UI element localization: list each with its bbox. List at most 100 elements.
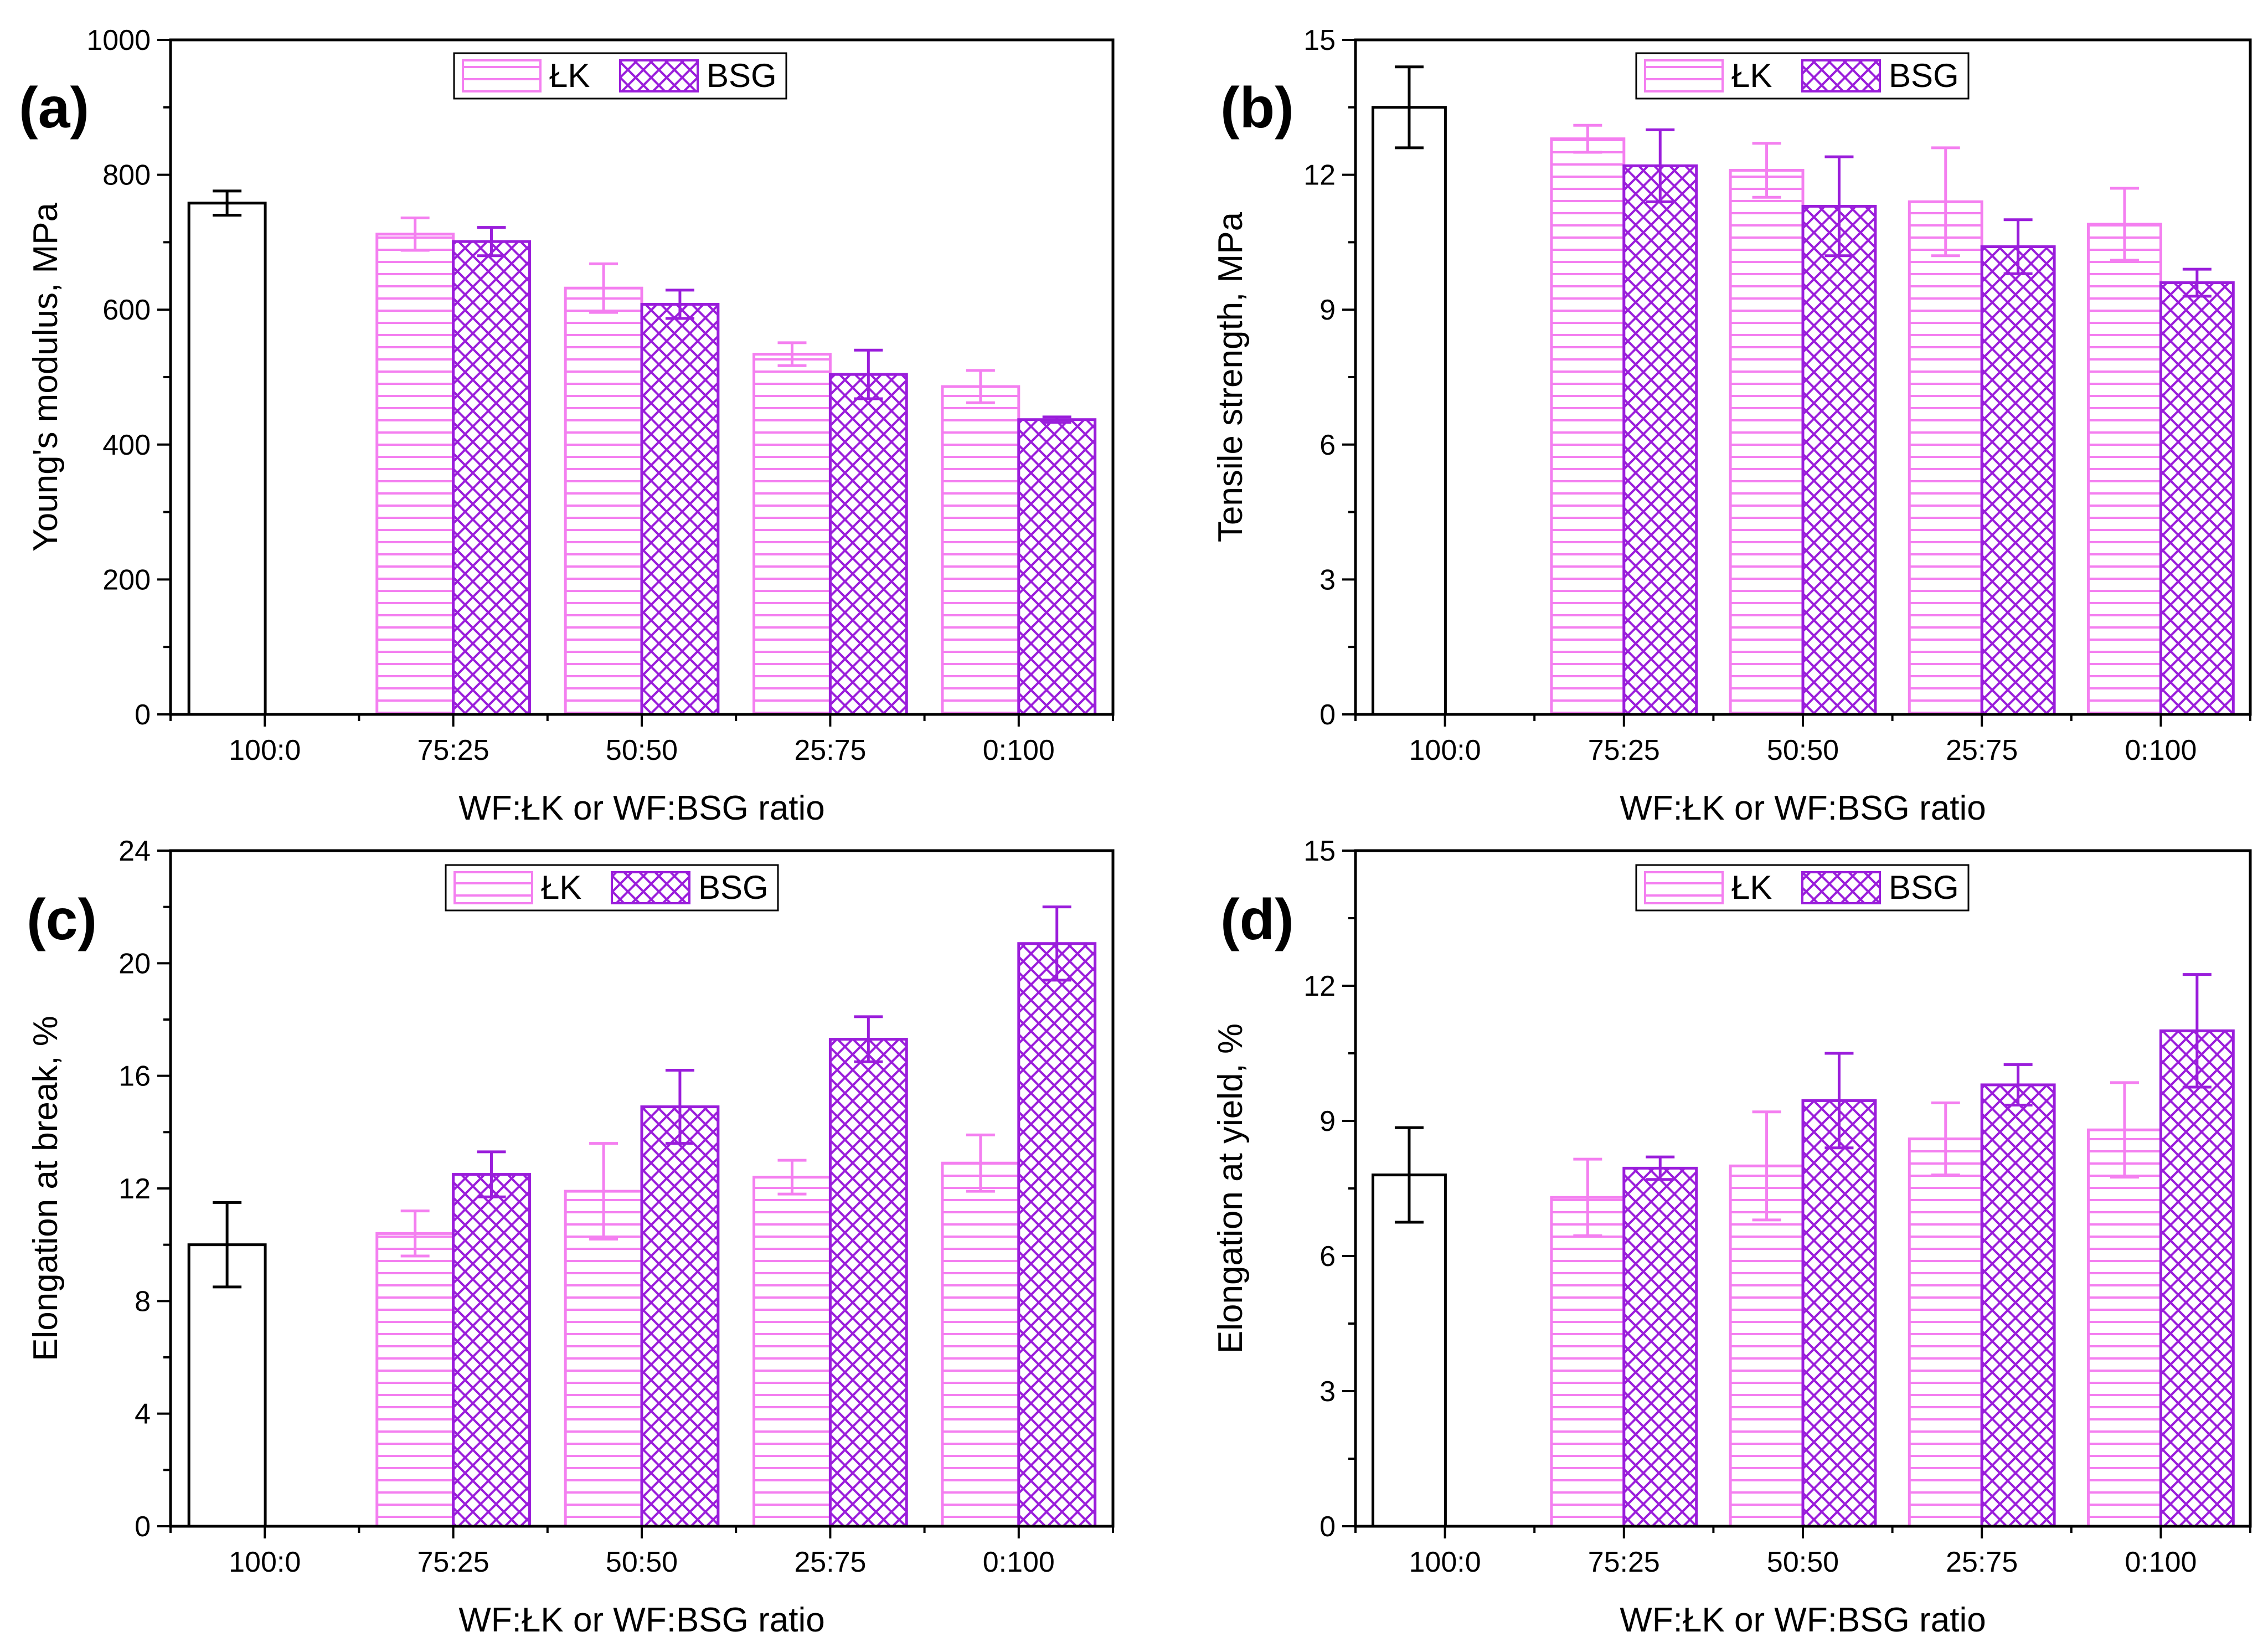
- x-axis-title: WF:ŁK or WF:BSG ratio: [458, 789, 824, 827]
- legend-label-bsg: BSG: [698, 869, 769, 906]
- legend-swatch-lk: [453, 871, 533, 904]
- y-tick-label: 3: [1319, 1376, 1336, 1408]
- x-tick-label: 0:100: [2125, 1546, 2197, 1578]
- legend: ŁK BSG: [453, 52, 787, 100]
- error-bar-control: [213, 189, 242, 217]
- y-tick-label: 0: [135, 699, 151, 731]
- bar-lk-0-100: [941, 1161, 1020, 1528]
- bar-bsg-50-50: [640, 302, 720, 716]
- chart-panel-d: 0 3 6 9 12 15 100:0 75:25 50:50 25:75 0:100 WF:ŁK o…: [1212, 835, 2252, 1639]
- x-tick-label: 100:0: [1409, 734, 1481, 766]
- y-tick-label: 200: [102, 564, 151, 596]
- error-bar-bsg-0-100: [1042, 415, 1071, 424]
- bar-lk-75-25: [375, 1232, 455, 1528]
- legend: ŁK BSG: [1635, 52, 1970, 100]
- bar-bsg-50-50: [1801, 1099, 1877, 1528]
- y-tick-label: 6: [1319, 1240, 1336, 1273]
- error-bar-bsg-75-25: [1646, 1155, 1675, 1181]
- y-axis-title: Tensile strength, MPa: [1212, 212, 1250, 542]
- y-tick-label: 1000: [86, 24, 151, 56]
- bar-bsg-75-25: [452, 240, 531, 716]
- bar-lk-0-100: [941, 385, 1020, 716]
- error-bar-bsg-50-50: [665, 289, 694, 320]
- legend: ŁK BSG: [1635, 864, 1970, 912]
- bar-bsg-0-100: [2159, 281, 2235, 716]
- bar-bsg-25-75: [828, 373, 908, 716]
- y-tick-label: 12: [118, 1173, 151, 1205]
- legend-swatch-bsg: [611, 871, 690, 904]
- legend-swatch-bsg: [1801, 59, 1881, 92]
- error-bar-lk-50-50: [1752, 142, 1781, 199]
- y-tick-label: 3: [1319, 564, 1336, 596]
- legend-label-lk: ŁK: [1731, 57, 1772, 94]
- legend: ŁK BSG: [445, 864, 779, 912]
- error-bar-bsg-50-50: [665, 1069, 694, 1145]
- bar-lk-50-50: [1729, 168, 1805, 716]
- plot-frame: [169, 38, 1115, 716]
- x-tick-label: 100:0: [229, 734, 301, 766]
- legend-label-lk: ŁK: [541, 869, 581, 906]
- error-bar-lk-75-25: [400, 1209, 430, 1258]
- y-tick-label: 0: [135, 1511, 151, 1543]
- bar-lk-75-25: [375, 233, 455, 716]
- chart-panel-c: 0 4 8 12 16 20 24 100:0 75:25 50:50 25:75 0:100 WF:Ł…: [27, 835, 1115, 1639]
- error-bar-bsg-25-75: [2003, 218, 2033, 275]
- y-axis-title: Elongation at break, %: [27, 1016, 65, 1361]
- x-tick-label: 25:75: [1946, 1546, 2018, 1578]
- y-tick-label: 15: [1303, 24, 1336, 56]
- y-tick-label: 12: [1303, 970, 1336, 1002]
- legend-label-lk: ŁK: [549, 57, 590, 94]
- error-bar-bsg-25-75: [854, 1015, 883, 1063]
- y-axis-title: Young's modulus, MPa: [27, 203, 65, 552]
- error-bar-lk-25-75: [1931, 146, 1960, 258]
- x-tick-label: 75:25: [417, 1546, 489, 1578]
- bar-bsg-75-25: [1622, 1166, 1698, 1528]
- bar-control: [1372, 1173, 1447, 1528]
- y-tick-label: 16: [118, 1061, 151, 1093]
- y-tick-label: 12: [1303, 159, 1336, 192]
- error-bar-bsg-25-75: [2003, 1063, 2033, 1107]
- x-tick-label: 50:50: [606, 734, 678, 766]
- bar-lk-25-75: [1908, 200, 1983, 716]
- bar-bsg-25-75: [828, 1038, 908, 1528]
- bar-lk-25-75: [1908, 1137, 1983, 1528]
- bar-bsg-0-100: [2159, 1029, 2235, 1528]
- y-tick-label: 20: [118, 948, 151, 980]
- error-bar-lk-50-50: [589, 262, 618, 314]
- error-bar-lk-25-75: [1931, 1101, 1960, 1177]
- legend-swatch-lk: [462, 59, 542, 92]
- panel-label: (d): [1220, 888, 1294, 952]
- x-tick-label: 75:25: [1588, 1546, 1660, 1578]
- x-axis-title: WF:ŁK or WF:BSG ratio: [1620, 1601, 1986, 1639]
- error-bar-lk-25-75: [777, 341, 807, 367]
- y-tick-label: 9: [1319, 294, 1336, 326]
- bar-bsg-25-75: [1980, 245, 2056, 716]
- legend-swatch-lk: [1644, 59, 1724, 92]
- panel-label: (b): [1220, 76, 1294, 140]
- bar-bsg-75-25: [1622, 164, 1698, 716]
- error-bar-bsg-0-100: [1042, 905, 1071, 982]
- x-tick-label: 50:50: [1767, 1546, 1839, 1578]
- error-bar-lk-25-75: [777, 1159, 807, 1196]
- x-tick-label: 0:100: [983, 1546, 1055, 1578]
- bar-lk-0-100: [2087, 1128, 2162, 1528]
- x-axis-title: WF:ŁK or WF:BSG ratio: [458, 1601, 824, 1639]
- bar-lk-25-75: [752, 353, 832, 716]
- x-tick-label: 0:100: [983, 734, 1055, 766]
- error-bar-bsg-75-25: [477, 226, 506, 258]
- bar-lk-25-75: [752, 1176, 832, 1528]
- plot-frame: [1354, 38, 2252, 716]
- x-tick-label: 25:75: [794, 734, 866, 766]
- legend-label-bsg: BSG: [1889, 57, 1959, 94]
- error-bar-lk-0-100: [2110, 1081, 2139, 1179]
- error-bar-bsg-0-100: [2182, 267, 2212, 298]
- y-tick-label: 8: [135, 1285, 151, 1317]
- x-tick-label: 50:50: [606, 1546, 678, 1578]
- bar-bsg-0-100: [1017, 942, 1097, 1528]
- error-bar-bsg-0-100: [2182, 973, 2212, 1089]
- bar-bsg-50-50: [640, 1105, 720, 1528]
- x-tick-label: 75:25: [417, 734, 489, 766]
- legend-swatch-lk: [1644, 871, 1724, 904]
- bar-bsg-50-50: [1801, 204, 1877, 716]
- bar-lk-75-25: [1550, 1196, 1626, 1528]
